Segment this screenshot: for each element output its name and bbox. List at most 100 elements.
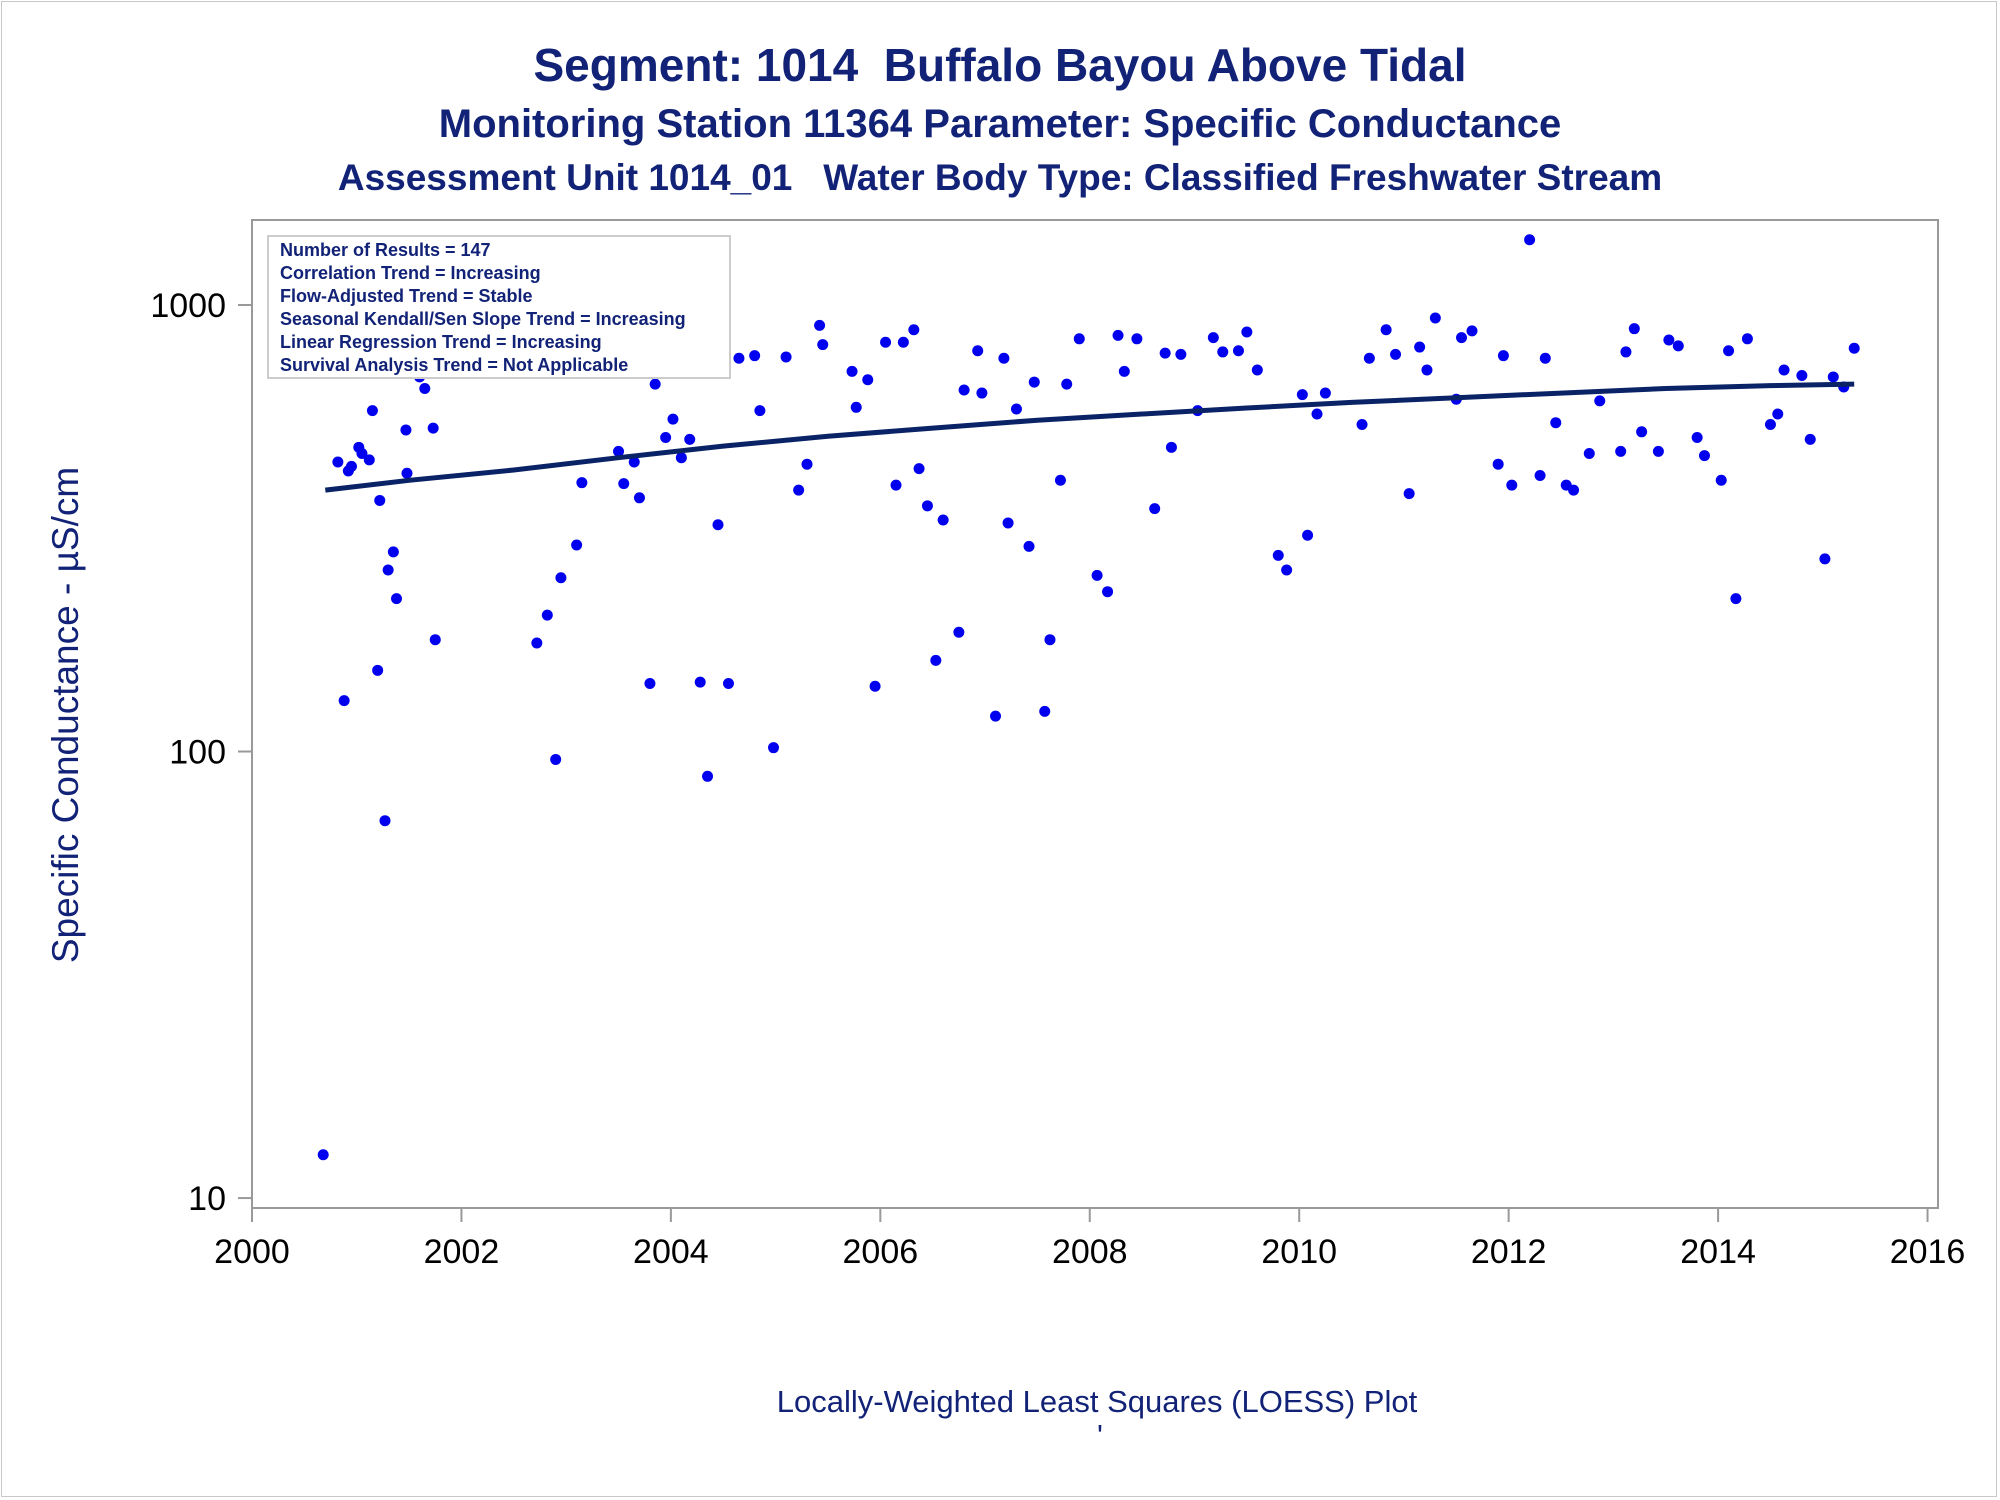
data-point	[400, 424, 412, 436]
data-point	[571, 539, 583, 551]
data-point	[1672, 340, 1684, 352]
data-point	[1302, 529, 1314, 541]
data-point	[684, 433, 696, 445]
data-point	[613, 445, 625, 457]
data-point	[1827, 371, 1839, 383]
data-point	[1524, 234, 1536, 246]
data-point	[338, 695, 350, 707]
data-point	[1414, 341, 1426, 353]
x-tick-label: 2000	[214, 1233, 290, 1271]
data-point	[722, 678, 734, 690]
data-point	[972, 345, 984, 357]
data-point	[1165, 441, 1177, 453]
data-point	[1652, 445, 1664, 457]
data-points	[317, 234, 1860, 1161]
data-point	[550, 753, 562, 765]
x-tick-label: 2014	[1680, 1233, 1756, 1271]
data-point	[1363, 352, 1375, 364]
chart-subtitle-station: Monitoring Station 11364 Parameter: Spec…	[438, 102, 1562, 146]
data-point	[1466, 325, 1478, 337]
data-point	[1492, 458, 1504, 470]
footnote-mark: '	[1097, 1418, 1103, 1453]
data-point	[793, 484, 805, 496]
data-point	[1091, 569, 1103, 581]
data-point	[1741, 333, 1753, 345]
data-point	[633, 492, 645, 504]
data-point	[1073, 333, 1085, 345]
data-point	[531, 637, 543, 649]
data-point	[1296, 389, 1308, 401]
inset-box	[267, 235, 731, 379]
data-point	[1429, 312, 1441, 324]
data-point	[1550, 417, 1562, 429]
data-point	[675, 452, 687, 464]
data-point	[1403, 488, 1415, 500]
data-point	[1131, 333, 1143, 345]
data-point	[419, 383, 431, 395]
data-point	[1421, 364, 1433, 376]
data-point	[1796, 370, 1808, 382]
data-point	[890, 479, 902, 491]
data-point	[897, 336, 909, 348]
x-tick-label: 2006	[843, 1233, 919, 1271]
data-point	[869, 680, 881, 692]
data-point	[427, 422, 439, 434]
data-point	[780, 351, 792, 363]
data-point	[1207, 332, 1219, 344]
data-point	[1232, 345, 1244, 357]
data-point	[1054, 474, 1066, 486]
data-point	[1534, 470, 1546, 482]
chart-title: Segment: 1014 Buffalo Bayou Above Tidal	[533, 39, 1467, 91]
data-point	[1636, 426, 1648, 438]
data-point	[1819, 553, 1831, 565]
data-point	[733, 352, 745, 364]
data-point	[382, 564, 394, 576]
data-point	[1356, 418, 1368, 430]
data-point	[930, 654, 942, 666]
data-point	[649, 378, 661, 390]
y-tick-label: 100	[169, 734, 226, 772]
data-point	[332, 456, 344, 468]
data-point	[1319, 387, 1331, 399]
data-point	[937, 514, 949, 526]
data-point	[1506, 479, 1518, 491]
data-point	[846, 365, 858, 377]
y-tick-label: 1000	[150, 287, 226, 325]
data-point	[1102, 586, 1114, 598]
data-point	[387, 546, 399, 558]
footnote-label: Locally-Weighted Least Squares (LOESS) P…	[777, 1384, 1418, 1419]
x-tick-label: 2002	[424, 1233, 500, 1271]
x-tick-label: 2012	[1471, 1233, 1547, 1271]
data-point	[1023, 540, 1035, 552]
data-point	[801, 458, 813, 470]
inset-line-correlation-trend: Correlation Trend = Increasing	[280, 263, 541, 283]
data-point	[356, 447, 368, 459]
data-point	[1456, 332, 1468, 344]
y-tick-label: 10	[188, 1180, 226, 1218]
inset-line-seasonal-kendall-trend: Seasonal Kendall/Sen Slope Trend = Incre…	[280, 309, 686, 329]
data-point	[1568, 484, 1580, 496]
data-point	[667, 413, 679, 425]
data-point	[1723, 345, 1735, 357]
data-point	[1159, 347, 1171, 359]
data-point	[990, 710, 1002, 722]
inset-line-linear-regression-trend: Linear Regression Trend = Increasing	[280, 332, 602, 352]
data-point	[913, 463, 925, 475]
data-point	[1715, 474, 1727, 486]
data-point	[814, 319, 826, 331]
data-point	[998, 352, 1010, 364]
data-point	[880, 336, 892, 348]
data-point	[1539, 352, 1551, 364]
x-tick-label: 2004	[633, 1233, 709, 1271]
data-point	[712, 519, 724, 531]
data-point	[908, 324, 920, 336]
data-point	[862, 374, 874, 386]
trend-summary-inset: Number of Results = 147 Correlation Tren…	[267, 235, 731, 379]
x-tick-label: 2016	[1890, 1233, 1966, 1271]
data-point	[1217, 346, 1229, 358]
data-point	[850, 401, 862, 413]
data-point	[754, 405, 766, 417]
data-point	[379, 815, 391, 827]
